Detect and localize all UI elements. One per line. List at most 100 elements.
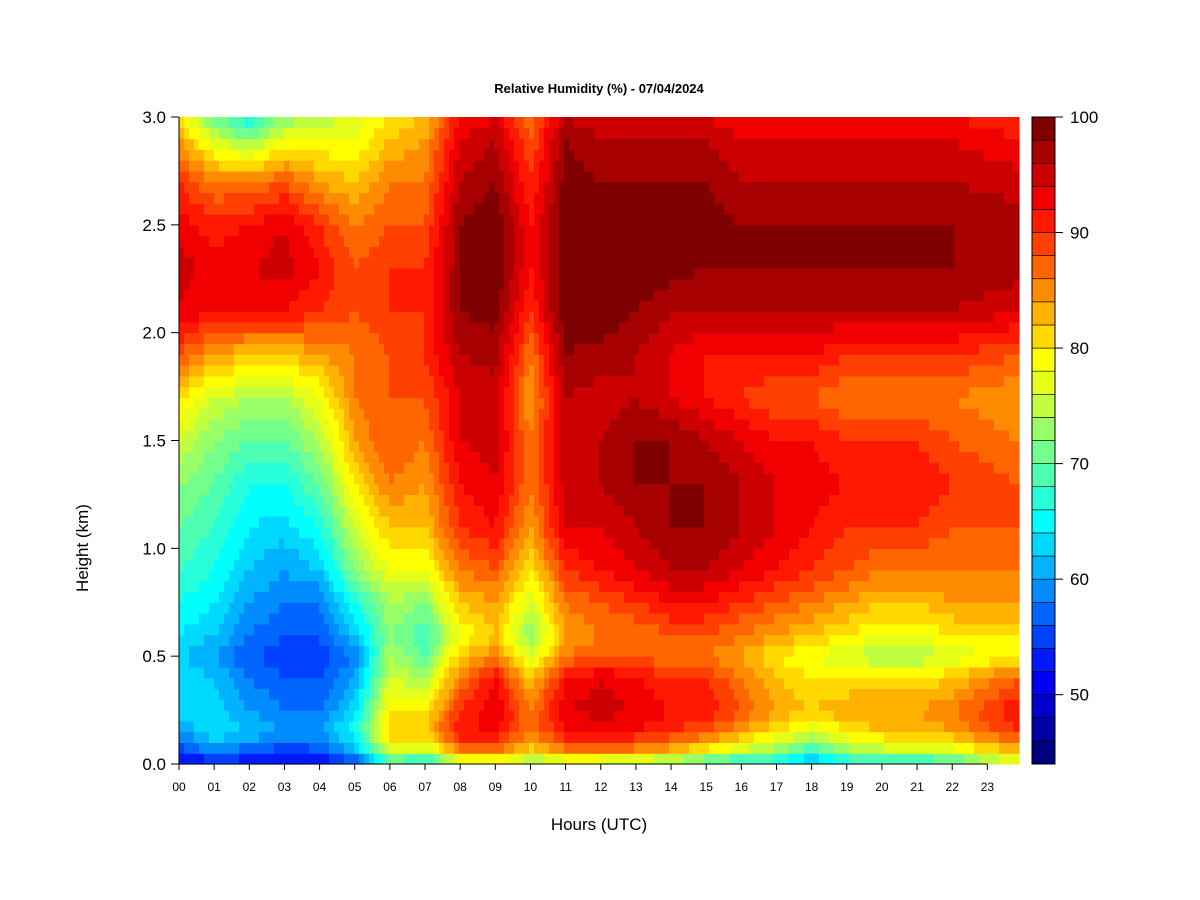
heatmap-cell	[329, 526, 335, 539]
heatmap-cell	[229, 677, 235, 690]
heatmap-cell	[214, 656, 220, 668]
heatmap-cell	[464, 602, 470, 614]
heatmap-cell	[199, 731, 205, 744]
heatmap-cell	[469, 451, 475, 463]
heatmap-cell	[259, 429, 265, 442]
heatmap-cell	[194, 720, 200, 733]
heatmap-cell	[429, 278, 435, 291]
heatmap-cell	[559, 192, 565, 204]
heatmap-cell	[494, 602, 500, 614]
heatmap-cell	[199, 354, 205, 366]
heatmap-cell	[189, 742, 195, 754]
heatmap-cell	[454, 483, 460, 496]
heatmap-cell	[354, 656, 360, 668]
heatmap-cell	[564, 289, 570, 301]
heatmap-cell	[399, 311, 405, 323]
heatmap-cell	[539, 710, 545, 722]
heatmap-cell	[259, 267, 265, 280]
heatmap-cell	[454, 429, 460, 442]
heatmap-cell	[304, 677, 310, 690]
heatmap-cell	[559, 300, 565, 312]
heatmap-cell	[234, 753, 240, 765]
heatmap-cell	[444, 181, 450, 194]
heatmap-cell	[309, 569, 315, 582]
heatmap-cell	[589, 731, 595, 744]
heatmap-cell	[304, 569, 310, 582]
heatmap-cell	[409, 214, 415, 226]
heatmap-cell	[314, 559, 320, 571]
heatmap-cell	[544, 451, 550, 463]
heatmap-cell	[494, 688, 500, 700]
heatmap-cell	[409, 602, 415, 614]
heatmap-cell	[304, 311, 310, 323]
heatmap-cell	[339, 375, 345, 388]
heatmap-cell	[179, 645, 185, 657]
heatmap-cell	[404, 235, 410, 247]
heatmap-cell	[444, 117, 450, 129]
heatmap-cell	[364, 753, 370, 765]
heatmap-cell	[429, 720, 435, 733]
heatmap-cell	[224, 235, 230, 247]
heatmap-cell	[404, 505, 410, 517]
heatmap-cell	[359, 354, 365, 366]
heatmap-cell	[564, 742, 570, 754]
heatmap-cell	[434, 408, 440, 420]
heatmap-cell	[499, 483, 505, 496]
heatmap-cell	[314, 483, 320, 496]
heatmap-cell	[194, 203, 200, 215]
heatmap-cell	[464, 192, 470, 204]
heatmap-cell	[234, 645, 240, 657]
heatmap-cell	[414, 311, 420, 323]
heatmap-cell	[494, 569, 500, 582]
heatmap-cell	[214, 149, 220, 161]
heatmap-cell	[494, 214, 500, 226]
heatmap-cell	[509, 656, 515, 668]
heatmap-cell	[374, 343, 380, 355]
heatmap-cell	[534, 365, 540, 377]
heatmap-cell	[324, 375, 330, 388]
heatmap-cell	[259, 440, 265, 452]
heatmap-cell	[299, 267, 305, 280]
heatmap-cell	[564, 688, 570, 700]
heatmap-cell	[339, 483, 345, 496]
heatmap-cell	[469, 214, 475, 226]
heatmap-cell	[204, 149, 210, 161]
heatmap-cell	[554, 505, 560, 517]
heatmap-cell	[284, 149, 290, 161]
heatmap-cell	[539, 548, 545, 560]
heatmap-cell	[339, 214, 345, 226]
heatmap-cell	[194, 257, 200, 269]
heatmap-cell	[474, 170, 480, 183]
heatmap-cell	[249, 289, 255, 301]
heatmap-cell	[519, 311, 525, 323]
heatmap-cell	[584, 656, 590, 668]
heatmap-cell	[369, 526, 375, 539]
heatmap-cell	[369, 472, 375, 485]
heatmap-cell	[584, 246, 590, 258]
heatmap-cell	[354, 720, 360, 733]
heatmap-cell	[419, 548, 425, 560]
heatmap-cell	[199, 440, 205, 452]
heatmap-cell	[279, 656, 285, 668]
heatmap-cell	[384, 289, 390, 301]
heatmap-cell	[409, 418, 415, 431]
heatmap-cell	[279, 214, 285, 226]
heatmap-cell	[264, 731, 270, 744]
heatmap-cell	[404, 375, 410, 388]
heatmap-cell	[574, 397, 580, 409]
heatmap-cell	[254, 688, 260, 700]
heatmap-cell	[264, 278, 270, 291]
heatmap-cell	[494, 742, 500, 754]
heatmap-cell	[254, 623, 260, 636]
heatmap-cell	[184, 408, 190, 420]
heatmap-cell	[274, 440, 280, 452]
heatmap-cell	[354, 224, 360, 237]
heatmap-cell	[214, 160, 220, 172]
heatmap-cell	[219, 127, 225, 140]
heatmap-cell	[364, 321, 370, 334]
heatmap-cell	[324, 591, 330, 603]
heatmap-cell	[304, 429, 310, 442]
heatmap-cell	[474, 289, 480, 301]
heatmap-cell	[189, 278, 195, 291]
heatmap-cell	[259, 613, 265, 625]
